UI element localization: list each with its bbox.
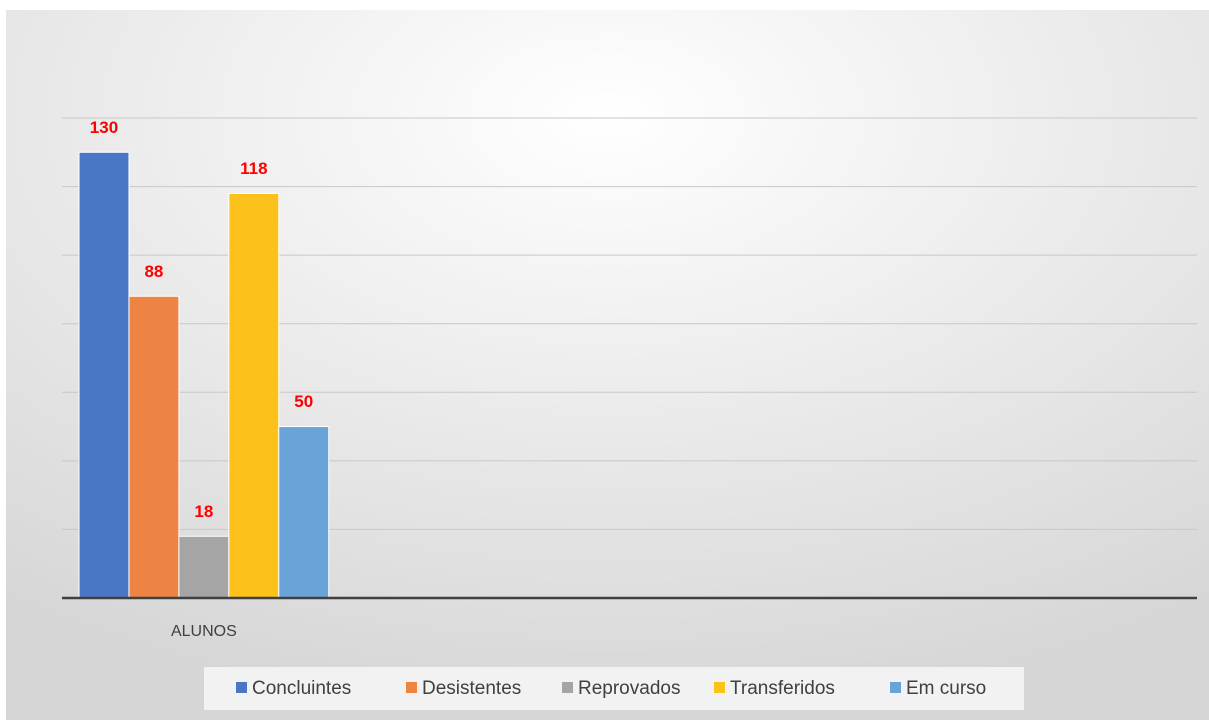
legend-swatch — [406, 682, 417, 693]
legend-swatch — [236, 682, 247, 693]
legend-label: Desistentes — [422, 678, 521, 699]
legend-label: Transferidos — [730, 678, 835, 699]
legend-box — [204, 667, 1024, 710]
legend-label: Em curso — [906, 678, 986, 699]
bar — [178, 535, 230, 599]
bar — [128, 295, 180, 599]
legend-swatch — [562, 682, 573, 693]
bar — [278, 426, 330, 599]
value-label: 18 — [194, 502, 213, 521]
legend-label: Concluintes — [252, 678, 351, 699]
legend-swatch — [714, 682, 725, 693]
x-tick-label: ALUNOS — [171, 623, 237, 640]
value-label: 88 — [144, 262, 163, 281]
value-label: 50 — [294, 392, 313, 411]
bar — [228, 192, 280, 599]
chart-background — [6, 10, 1209, 720]
legend-swatch — [890, 682, 901, 693]
value-label: 130 — [90, 118, 118, 137]
bar — [78, 151, 130, 599]
legend-label: Reprovados — [578, 678, 680, 699]
value-label: 118 — [240, 159, 267, 178]
